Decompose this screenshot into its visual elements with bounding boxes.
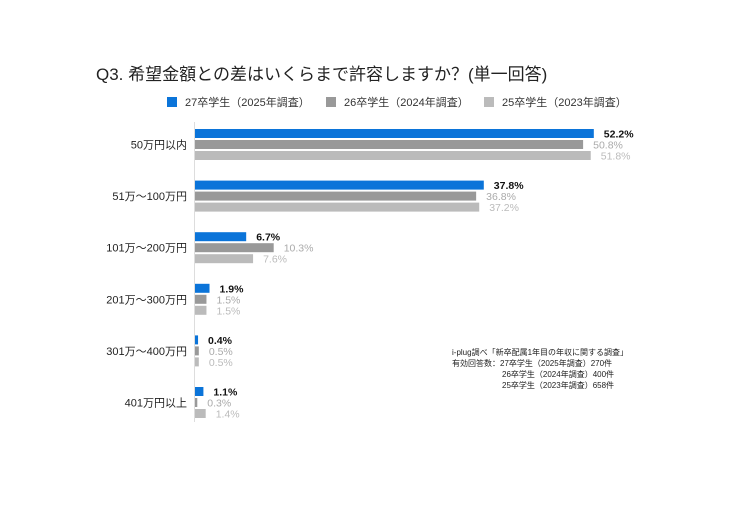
legend-swatch (167, 97, 177, 107)
bar (195, 151, 591, 160)
bar (195, 140, 584, 149)
bar (195, 283, 210, 293)
response-count-note: 有効回答数：27卒学生（2025年調査）270件 (452, 359, 613, 368)
source-note: i-plug調べ「新卒配属1年目の年収に関する調査」 (452, 348, 629, 357)
data-label: 36.8% (486, 191, 516, 203)
bar (195, 387, 204, 396)
legend-label: 26卒学生（2024年調査） (344, 97, 469, 109)
category-label: 401万円以上 (125, 397, 187, 410)
bar (195, 129, 594, 138)
bar (195, 409, 206, 418)
data-label: 0.4% (208, 335, 233, 347)
data-label: 1.9% (220, 283, 245, 295)
data-label: 50.8% (593, 140, 623, 152)
legend-item-2023: 25卒学生（2023年調査） (484, 94, 627, 110)
category-label: 201万～300万円 (106, 294, 187, 306)
bar (195, 202, 480, 212)
legend-item-2025: 27卒学生（2025年調査） (167, 94, 310, 110)
data-label: 1.1% (213, 387, 238, 399)
data-label: 1.5% (216, 305, 240, 317)
data-label: 0.5% (209, 357, 233, 369)
bar (195, 243, 274, 253)
data-label: 1.4% (216, 409, 240, 421)
category-label: 50万円以内 (131, 138, 187, 152)
bar (195, 232, 247, 242)
bar (195, 305, 207, 315)
data-label: 51.8% (601, 151, 631, 163)
legend-label: 27卒学生（2025年調査） (185, 97, 310, 109)
response-count-note: 26卒学生（2024年調査）400件 (502, 370, 615, 379)
bar (195, 346, 199, 356)
data-label: 52.2% (604, 129, 634, 141)
data-label: 1.5% (216, 294, 240, 306)
data-label: 37.8% (494, 180, 524, 192)
legend-label: 25卒学生（2023年調査） (502, 97, 627, 109)
bar (195, 191, 477, 201)
bar (195, 294, 207, 304)
response-count-note: 25卒学生（2023年調査）658件 (502, 381, 615, 390)
category-label: 301万～400万円 (106, 346, 187, 358)
legend-swatch (484, 97, 494, 107)
data-label: 7.6% (263, 254, 287, 266)
category-label: 101万～200万円 (106, 243, 187, 255)
data-label: 6.7% (256, 232, 281, 244)
legend-swatch (326, 97, 336, 107)
bar (195, 357, 199, 367)
bar (195, 254, 254, 264)
data-label: 37.2% (489, 202, 519, 214)
data-label: 0.5% (209, 346, 233, 358)
data-label: 0.3% (207, 398, 231, 410)
chart-title: Q3. 希望金額との差はいくらまで許容しますか？(単一回答) (96, 65, 548, 84)
bar (195, 335, 199, 345)
bar (195, 180, 484, 190)
legend-item-2024: 26卒学生（2024年調査） (326, 94, 469, 110)
category-label: 51万～100万円 (112, 191, 187, 203)
data-label: 10.3% (284, 243, 314, 255)
bar (195, 398, 198, 407)
